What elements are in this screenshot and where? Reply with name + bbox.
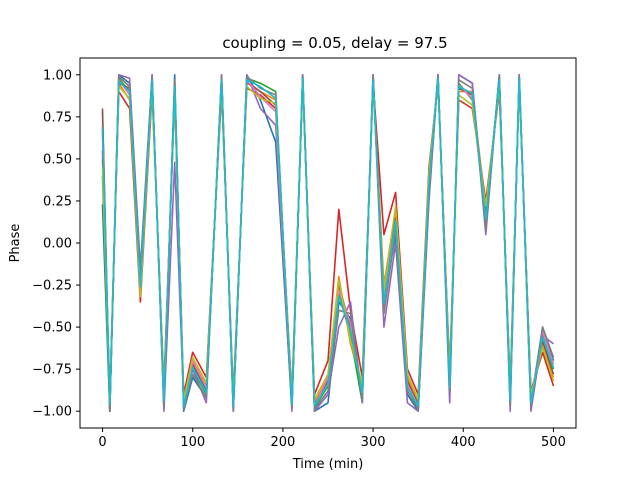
chart-title: coupling = 0.05, delay = 97.5 bbox=[222, 34, 447, 52]
y-axis-label: Phase bbox=[8, 224, 23, 263]
x-tick-label: 400 bbox=[451, 435, 476, 450]
series-line-10 bbox=[101, 77, 555, 407]
y-tick-label: −0.75 bbox=[32, 363, 72, 378]
y-tick-label: 1.00 bbox=[43, 68, 72, 83]
x-tick-label: 0 bbox=[98, 435, 106, 450]
x-tick-label: 300 bbox=[361, 435, 386, 450]
x-tick-label: 500 bbox=[541, 435, 566, 450]
y-tick-label: 0.75 bbox=[43, 110, 72, 125]
y-tick-label: −0.50 bbox=[32, 321, 72, 336]
y-tick-label: −0.25 bbox=[32, 279, 72, 294]
series-layer bbox=[101, 74, 555, 413]
y-axis-ticks: −1.00 −0.75 −0.50 −0.25 0.00 0.25 0.50 0.75 1.00 bbox=[32, 68, 80, 420]
x-axis-label: Time (min) bbox=[292, 457, 364, 472]
y-tick-label: 0.25 bbox=[43, 194, 72, 209]
x-tick-label: 200 bbox=[270, 435, 295, 450]
x-axis-ticks: 0 100 200 300 400 500 bbox=[98, 428, 566, 450]
y-tick-label: −1.00 bbox=[32, 405, 72, 420]
x-tick-label: 100 bbox=[180, 435, 205, 450]
y-tick-label: 0.50 bbox=[43, 152, 72, 167]
y-tick-label: 0.00 bbox=[43, 237, 72, 252]
